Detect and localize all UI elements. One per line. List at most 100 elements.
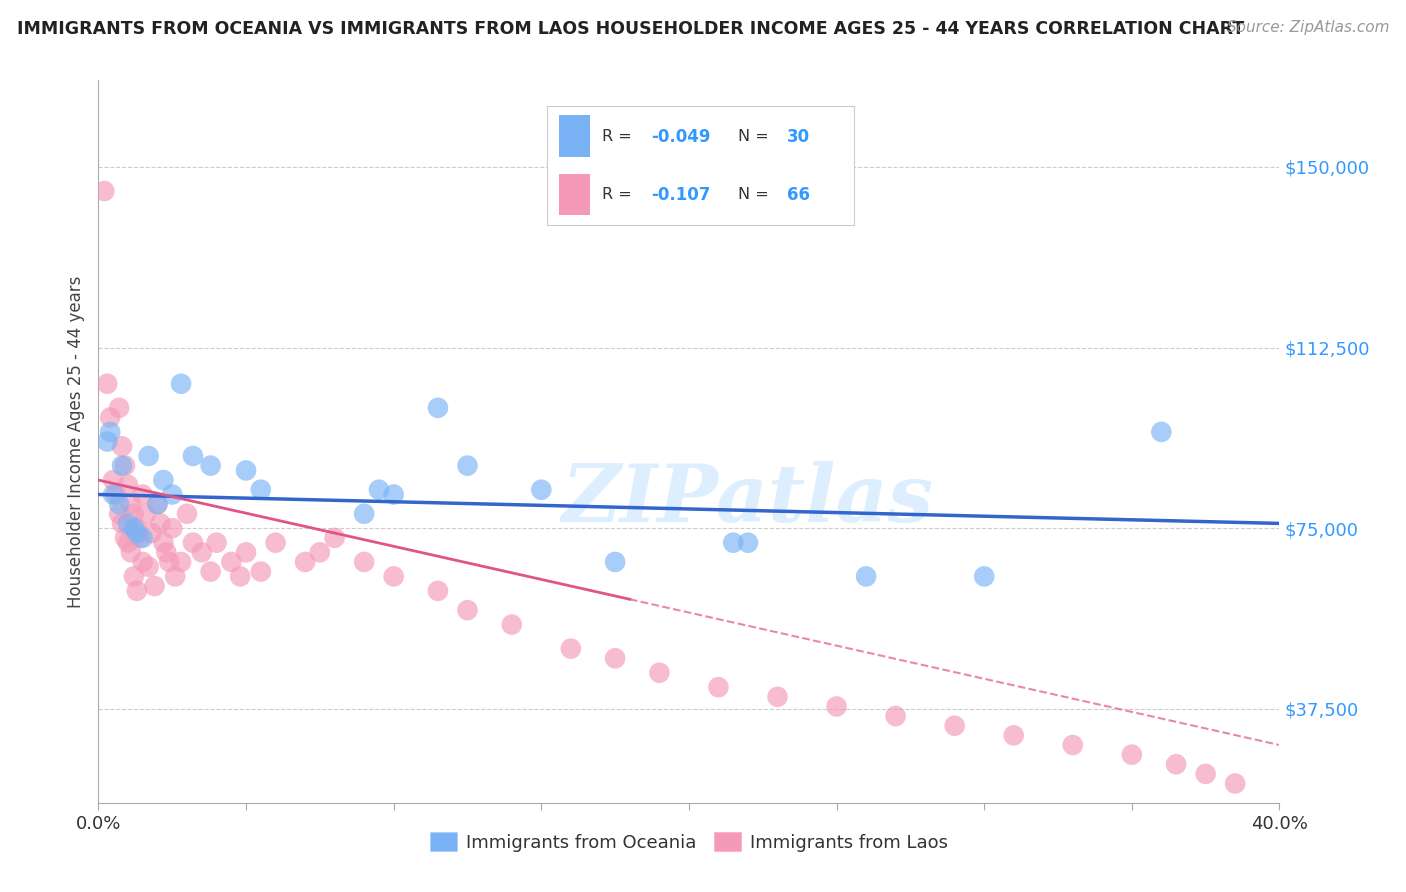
Point bbox=[221, 555, 243, 569]
Point bbox=[560, 641, 582, 656]
Point bbox=[165, 569, 187, 583]
Y-axis label: Householder Income Ages 25 - 44 years: Householder Income Ages 25 - 44 years bbox=[66, 276, 84, 607]
Point bbox=[723, 535, 745, 549]
Point bbox=[457, 458, 479, 473]
Point bbox=[152, 535, 174, 549]
Point bbox=[382, 569, 405, 583]
Point bbox=[825, 699, 848, 714]
Point bbox=[200, 565, 222, 579]
Point bbox=[98, 410, 121, 425]
Point bbox=[146, 497, 169, 511]
Point bbox=[122, 507, 145, 521]
Point bbox=[427, 583, 450, 598]
Point bbox=[155, 545, 177, 559]
Point bbox=[117, 516, 139, 531]
Point bbox=[138, 559, 160, 574]
Point bbox=[146, 497, 169, 511]
Point bbox=[108, 497, 131, 511]
Point bbox=[138, 449, 160, 463]
Point bbox=[368, 483, 391, 497]
Point bbox=[457, 603, 479, 617]
Point bbox=[135, 507, 157, 521]
Point bbox=[530, 483, 553, 497]
Point bbox=[855, 569, 877, 583]
Point bbox=[229, 569, 252, 583]
Point bbox=[170, 376, 193, 391]
Point bbox=[132, 487, 155, 501]
Point bbox=[111, 439, 134, 453]
Point bbox=[96, 434, 118, 449]
Text: Source: ZipAtlas.com: Source: ZipAtlas.com bbox=[1226, 20, 1389, 35]
Point bbox=[200, 458, 222, 473]
Point bbox=[707, 680, 730, 694]
Point bbox=[294, 555, 316, 569]
Point bbox=[132, 531, 155, 545]
Text: IMMIGRANTS FROM OCEANIA VS IMMIGRANTS FROM LAOS HOUSEHOLDER INCOME AGES 25 - 44 : IMMIGRANTS FROM OCEANIA VS IMMIGRANTS FR… bbox=[17, 20, 1244, 37]
Point bbox=[114, 531, 136, 545]
Point bbox=[1166, 757, 1188, 772]
Point bbox=[143, 579, 166, 593]
Point bbox=[128, 531, 150, 545]
Point bbox=[149, 516, 172, 531]
Point bbox=[1225, 776, 1247, 790]
Point bbox=[120, 497, 142, 511]
Point bbox=[943, 719, 966, 733]
Point bbox=[125, 583, 148, 598]
Point bbox=[353, 555, 375, 569]
Point bbox=[235, 545, 257, 559]
Point bbox=[353, 507, 375, 521]
Point bbox=[162, 487, 183, 501]
Point bbox=[108, 507, 131, 521]
Point bbox=[605, 651, 627, 665]
Point bbox=[1062, 738, 1084, 752]
Point bbox=[105, 487, 128, 501]
Point bbox=[1002, 728, 1025, 742]
Point bbox=[605, 555, 627, 569]
Point bbox=[162, 521, 183, 535]
Point bbox=[501, 617, 523, 632]
Point bbox=[973, 569, 995, 583]
Point bbox=[1121, 747, 1143, 762]
Point bbox=[125, 526, 148, 541]
Point bbox=[122, 569, 145, 583]
Point bbox=[96, 376, 118, 391]
Point bbox=[125, 521, 148, 535]
Point bbox=[132, 555, 155, 569]
Point bbox=[309, 545, 332, 559]
Point bbox=[111, 458, 134, 473]
Point bbox=[114, 458, 136, 473]
Point bbox=[157, 555, 180, 569]
Point bbox=[648, 665, 671, 680]
Point bbox=[191, 545, 214, 559]
Legend: Immigrants from Oceania, Immigrants from Laos: Immigrants from Oceania, Immigrants from… bbox=[422, 825, 956, 859]
Point bbox=[181, 449, 204, 463]
Point bbox=[122, 521, 145, 535]
Point bbox=[117, 535, 139, 549]
Point bbox=[323, 531, 346, 545]
Text: ZIPatlas: ZIPatlas bbox=[562, 460, 934, 538]
Point bbox=[93, 184, 115, 198]
Point bbox=[103, 473, 125, 487]
Point bbox=[884, 709, 907, 723]
Point bbox=[250, 483, 273, 497]
Point bbox=[152, 473, 174, 487]
Point bbox=[235, 463, 257, 477]
Point bbox=[264, 535, 287, 549]
Point bbox=[1150, 425, 1173, 439]
Point bbox=[181, 535, 204, 549]
Point bbox=[141, 526, 163, 541]
Point bbox=[98, 425, 121, 439]
Point bbox=[1195, 767, 1218, 781]
Point bbox=[382, 487, 405, 501]
Point bbox=[117, 478, 139, 492]
Point bbox=[250, 565, 273, 579]
Point bbox=[108, 401, 131, 415]
Point bbox=[170, 555, 193, 569]
Point bbox=[176, 507, 198, 521]
Point bbox=[427, 401, 450, 415]
Point bbox=[103, 487, 125, 501]
Point bbox=[120, 545, 142, 559]
Point bbox=[205, 535, 228, 549]
Point bbox=[111, 516, 134, 531]
Point bbox=[766, 690, 789, 704]
